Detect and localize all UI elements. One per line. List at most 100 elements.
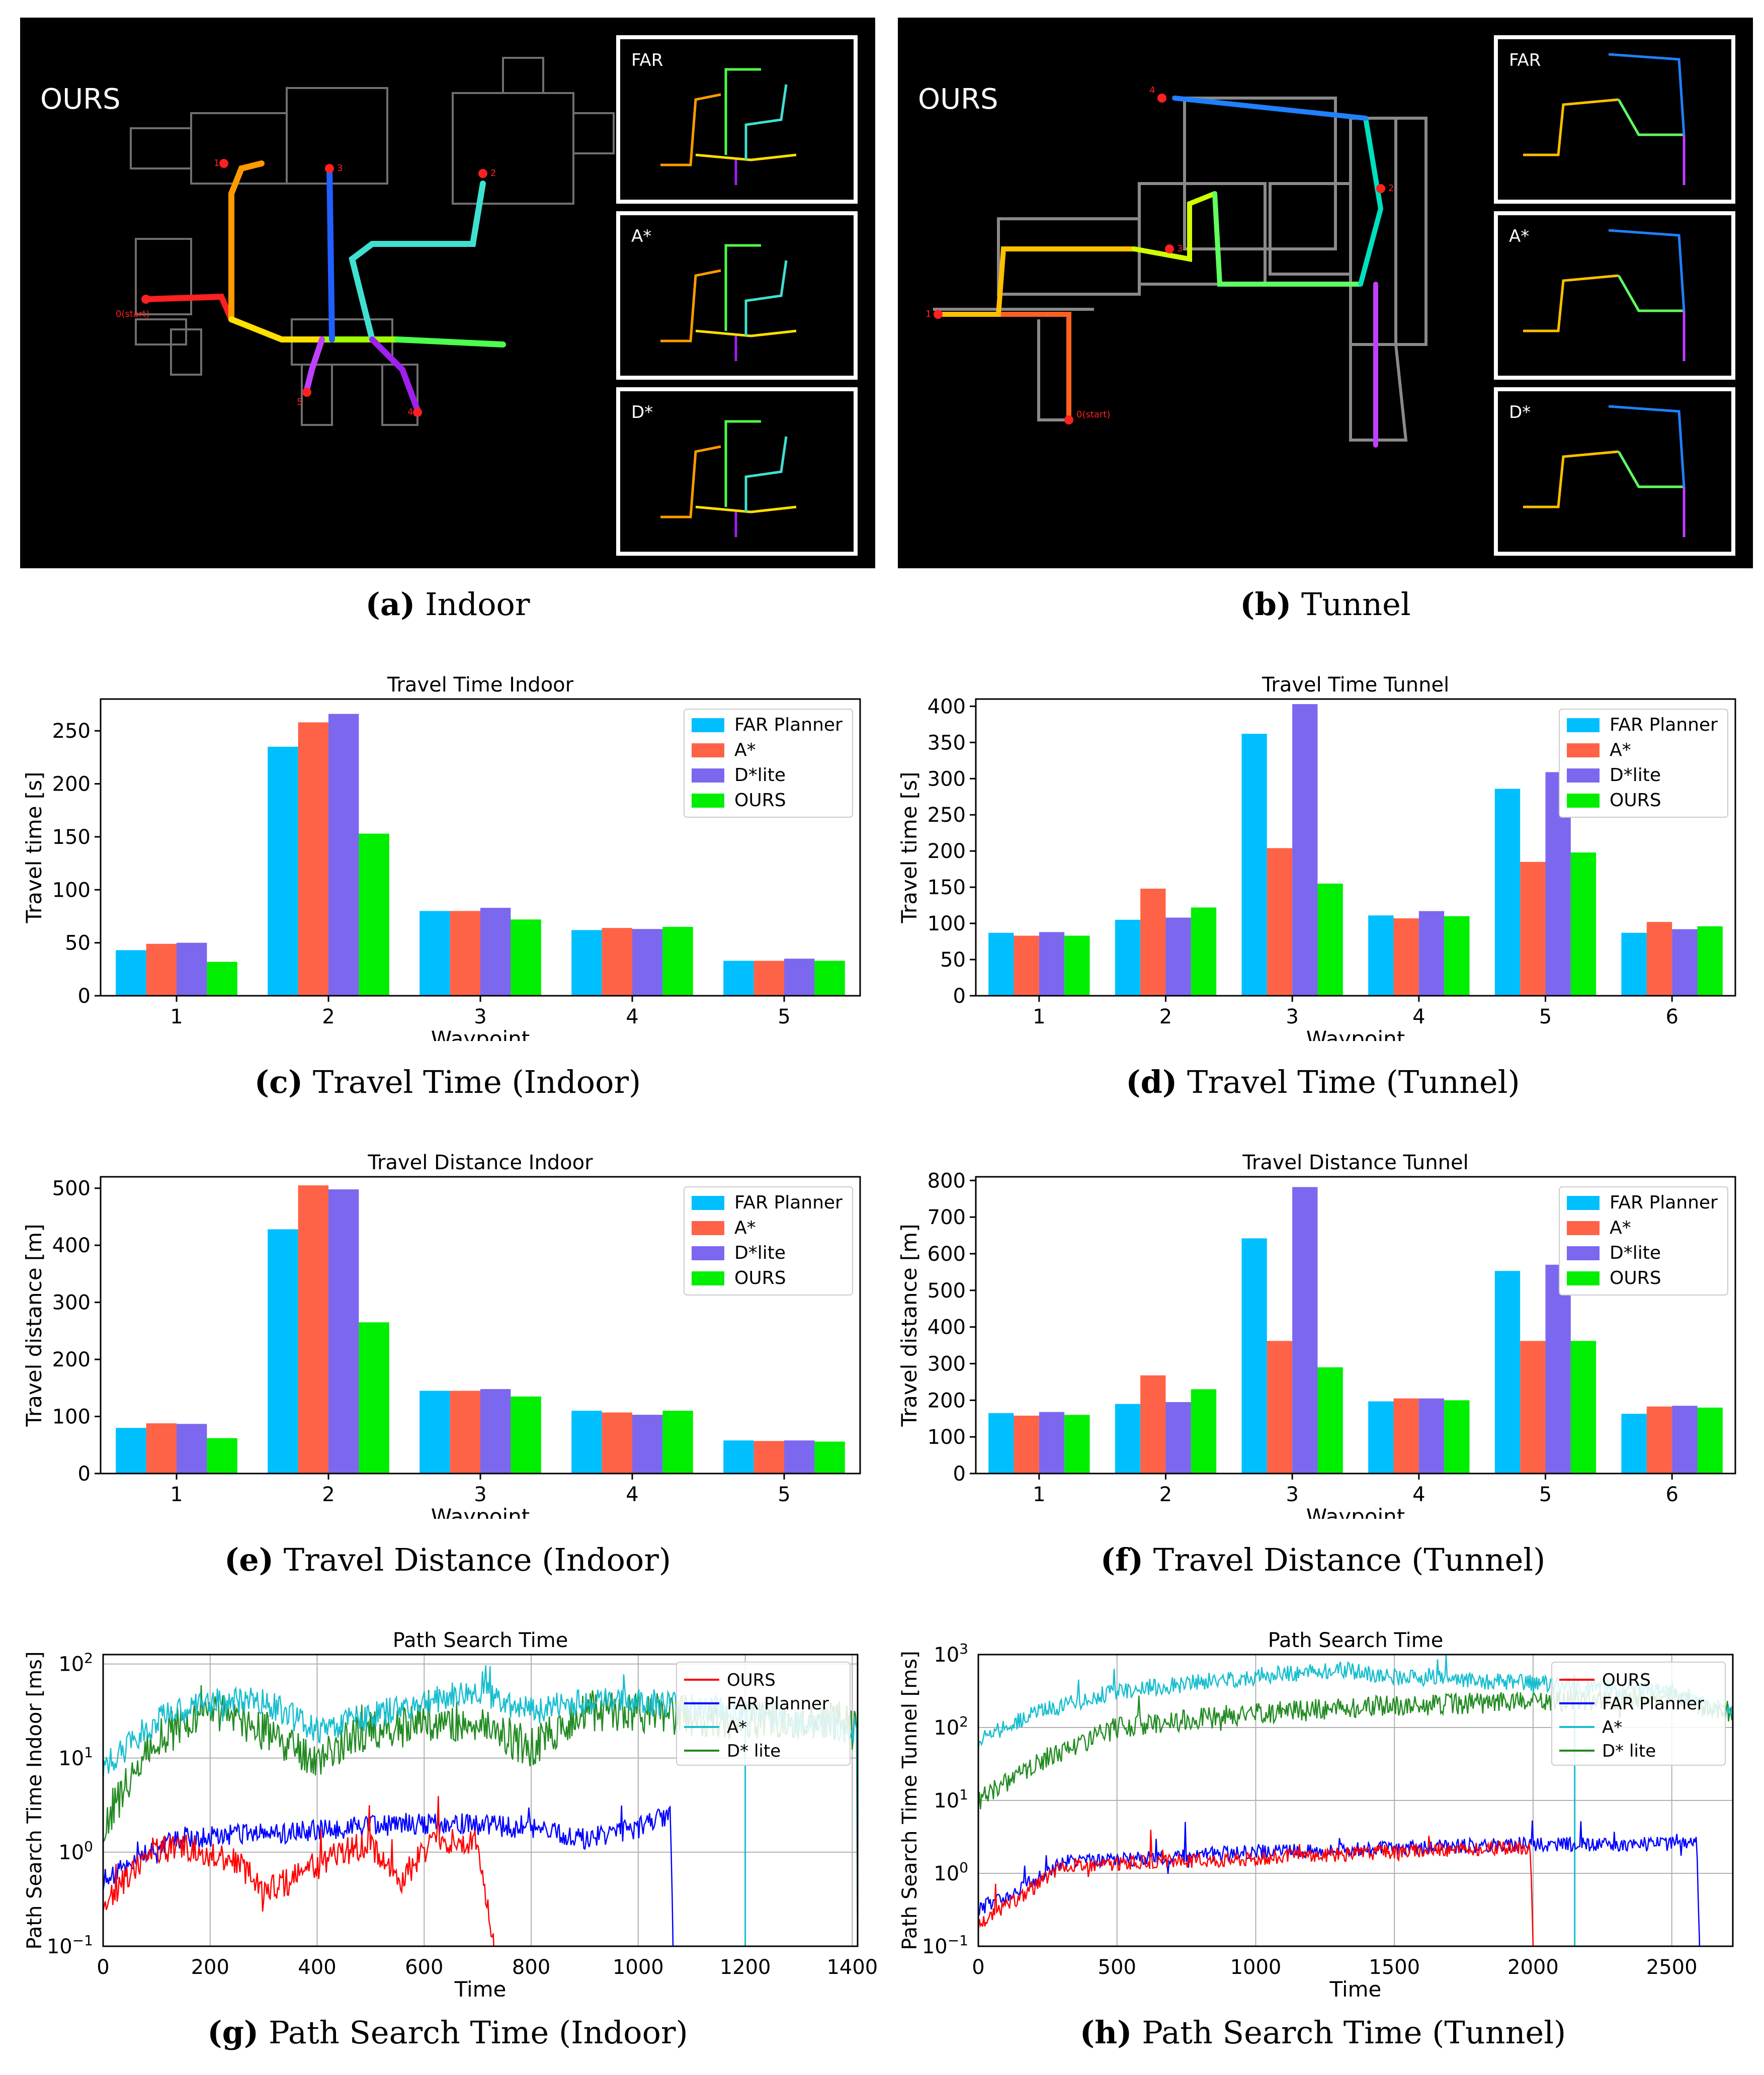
legend-label: OURS: [1610, 790, 1661, 811]
x-tick-label: 2: [322, 1005, 334, 1028]
inset-far: FAR: [616, 35, 858, 204]
inset-astar: A*: [616, 211, 858, 380]
bar-a-: [1646, 922, 1672, 996]
waypoint-label: 2: [1388, 183, 1394, 194]
bar-ours: [1064, 935, 1090, 996]
y-tick-label: 102: [58, 1650, 93, 1676]
legend-label: D* lite: [727, 1741, 781, 1761]
bar-d-lite: [480, 908, 511, 996]
bar-a-: [1267, 1341, 1293, 1474]
bar-d-lite: [1418, 911, 1445, 996]
inset-map-drawing: [1523, 405, 1686, 537]
x-tick-label: 6: [1665, 1483, 1678, 1506]
waypoint-label: 3: [337, 163, 343, 174]
x-tick-label: 2: [1159, 1483, 1172, 1506]
inset-map-drawing: [1523, 53, 1686, 185]
legend-swatch: [692, 768, 724, 783]
x-tick-label: 4: [1412, 1005, 1425, 1028]
y-tick-label: 50: [65, 932, 91, 955]
x-tick-label: 200: [191, 1956, 229, 1979]
bar-d-lite: [177, 942, 207, 996]
bar-far-planner: [1241, 734, 1267, 996]
x-tick-label: 0: [972, 1956, 984, 1979]
x-tick-label: 5: [778, 1005, 790, 1028]
x-axis-label: Waypoint: [431, 1504, 530, 1519]
bar-ours: [359, 833, 389, 996]
x-tick-label: 1000: [1230, 1956, 1282, 1979]
bar-a-: [753, 961, 784, 996]
legend-label: FAR Planner: [734, 1192, 843, 1213]
y-tick-label: 350: [928, 731, 966, 754]
legend-label: FAR Planner: [1602, 1694, 1704, 1714]
bar-ours: [511, 919, 541, 996]
chart-title: Travel Time Tunnel: [1262, 673, 1449, 697]
bar-far-planner: [1621, 1414, 1647, 1474]
x-tick-label: 1000: [613, 1956, 664, 1979]
bar-ours: [1317, 883, 1343, 996]
bar-d-lite: [1418, 1398, 1445, 1474]
y-tick-label: 0: [953, 1462, 966, 1486]
y-axis-label: Travel time [s]: [22, 771, 46, 923]
legend-label: A*: [1610, 1218, 1631, 1238]
x-axis-label: Waypoint: [431, 1026, 530, 1041]
bar-d-lite: [1545, 1264, 1571, 1474]
series-line-far-planner: [977, 1820, 1701, 1947]
legend-label: A*: [727, 1717, 747, 1738]
x-tick-label: 1500: [1369, 1956, 1420, 1979]
waypoint-label: 0(start): [1076, 409, 1110, 420]
indoor-map-drawing: 0(start) 1 2 3 4 5: [116, 57, 615, 426]
waypoint-label: 5: [297, 397, 302, 407]
x-tick-label: 4: [1412, 1483, 1425, 1506]
x-tick-label: 2000: [1507, 1956, 1559, 1979]
bar-far-planner: [1115, 1404, 1141, 1474]
y-tick-label: 0: [78, 985, 91, 1008]
legend-label: OURS: [1602, 1670, 1651, 1690]
caption-b: (b) Tunnel: [1240, 586, 1411, 623]
bar-far-planner: [723, 1440, 754, 1474]
x-tick-label: 1: [1033, 1005, 1045, 1028]
legend-label: A*: [734, 1218, 756, 1238]
legend-swatch: [1567, 743, 1600, 757]
legend-label: D*lite: [734, 765, 786, 786]
bar-far-planner: [268, 1229, 298, 1474]
caption-d: (d) Travel Time (Tunnel): [1126, 1064, 1520, 1100]
bar-d-lite: [1292, 704, 1318, 996]
bar-far-planner: [1621, 932, 1647, 996]
bar-a-: [1393, 918, 1419, 996]
bar-far-planner: [571, 930, 602, 996]
y-tick-label: 10−1: [47, 1932, 93, 1958]
chart-travel-distance-tunnel: Travel Distance Tunnel 0 100 200 300 400 500 60…: [897, 1151, 1736, 1519]
y-tick-label: 101: [934, 1786, 968, 1812]
main-map-label: OURS: [918, 83, 998, 116]
x-tick-label: 4: [626, 1005, 638, 1028]
map-panel-tunnel: OURS 0(start) 1 2: [898, 18, 1753, 568]
y-tick-label: 0: [78, 1462, 91, 1486]
bar-a-: [450, 1391, 480, 1474]
legend-swatch: [1567, 718, 1600, 732]
y-tick-label: 250: [52, 720, 91, 743]
waypoint-label: 2: [490, 168, 496, 179]
chart-title: Path Search Time: [393, 1629, 568, 1652]
bar-a-: [1520, 1341, 1546, 1474]
y-tick-label: 500: [928, 1279, 966, 1303]
y-tick-label: 200: [928, 1389, 966, 1412]
y-tick-label: 300: [52, 1291, 91, 1315]
legend-label: OURS: [734, 790, 786, 811]
bar-d-lite: [328, 1189, 359, 1474]
bar-ours: [814, 1441, 845, 1474]
legend-label: A*: [1610, 740, 1631, 760]
map-background: [20, 18, 875, 568]
waypoint-label: 1: [926, 309, 931, 319]
plot-frame: [975, 1176, 1736, 1475]
legend-box: [1559, 709, 1728, 818]
x-axis-label: Waypoint: [1306, 1026, 1405, 1041]
y-tick-label: 103: [934, 1640, 968, 1667]
x-tick-label: 1: [170, 1005, 183, 1028]
y-axis-label: Travel time [s]: [897, 771, 921, 923]
caption-c: (c) Travel Time (Indoor): [254, 1064, 641, 1100]
chart-path-search-indoor: Path Search Time 10−1 100 101 102 0 200 400 600 8…: [23, 1629, 878, 1997]
x-tick-label: 0: [97, 1956, 109, 1979]
bar-a-: [450, 911, 480, 996]
x-tick-label: 600: [405, 1956, 443, 1979]
waypoint-label: 4: [1149, 85, 1155, 96]
